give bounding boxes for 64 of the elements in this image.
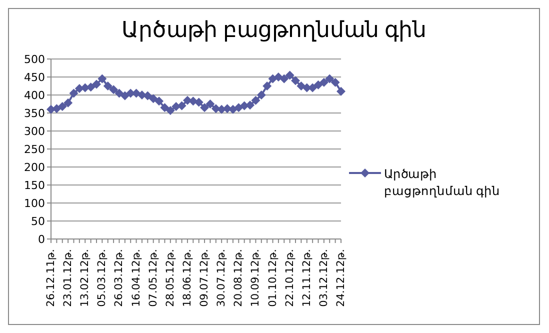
point — [291, 76, 300, 86]
point — [325, 74, 334, 84]
x-tick-label: 26.03.12թ. — [113, 249, 126, 307]
point — [314, 80, 323, 90]
x-tick-label: 13.02.12թ. — [79, 249, 92, 307]
y-tick-label: 100 — [24, 196, 45, 210]
x-tick-label: 05.03.12թ. — [96, 249, 108, 307]
point — [296, 82, 306, 90]
point — [234, 103, 244, 112]
x-tick-label: 01.10.12թ. — [266, 249, 279, 307]
point — [268, 74, 278, 84]
x-tick-label: 24.12.12թ. — [335, 249, 347, 307]
x-tick-label: 22.10.12թ. — [284, 249, 296, 307]
point — [251, 96, 260, 105]
point — [64, 98, 73, 108]
y-tick-label: 350 — [24, 106, 45, 120]
x-tick-label: 18.06.12թ. — [181, 249, 194, 307]
x-tick-label: 12.11.12թ. — [300, 249, 313, 307]
legend-label: Արծաթի բացթողնման գին — [384, 166, 501, 200]
x-tick-label: 30.07.12թ. — [216, 249, 228, 307]
chart-title: Արծաթի բացթողնման գին — [120, 16, 428, 44]
point — [69, 88, 78, 98]
x-tick-label: 28.05.12թ. — [164, 249, 176, 307]
point — [148, 94, 158, 104]
x-tick-label: 16.04.12թ. — [130, 249, 142, 307]
y-tick-label: 200 — [24, 160, 45, 174]
point — [256, 90, 266, 100]
point — [319, 78, 328, 87]
point — [120, 91, 130, 100]
x-tick-label: 10.09.12թ. — [250, 249, 262, 307]
y-tick-label: 0 — [38, 232, 45, 246]
x-tick-label: 09.07.12թ. — [198, 249, 211, 307]
point — [58, 102, 67, 112]
point — [194, 98, 204, 107]
point — [109, 85, 118, 94]
point — [206, 100, 215, 108]
y-tick-label: 250 — [24, 142, 45, 156]
point — [160, 103, 170, 112]
point — [98, 74, 107, 84]
y-tick-label: 300 — [24, 124, 45, 138]
y-tick-label: 400 — [24, 88, 45, 102]
y-tick-label: 150 — [24, 178, 45, 192]
x-tick-label: 20.08.12թ. — [232, 249, 245, 307]
point — [166, 106, 175, 115]
x-tick-label: 23.01.12թ. — [62, 249, 74, 307]
point — [46, 104, 56, 114]
point — [330, 78, 340, 87]
point — [274, 72, 283, 82]
point — [262, 82, 272, 90]
point — [280, 74, 289, 84]
point — [200, 103, 210, 112]
point — [285, 70, 294, 80]
point — [103, 82, 112, 90]
point — [92, 80, 101, 89]
point — [246, 100, 255, 110]
y-tick-label: 50 — [31, 214, 45, 228]
point — [336, 86, 346, 96]
x-tick-label: 03.12.12թ. — [318, 249, 330, 307]
x-tick-label: 07.05.12թ. — [147, 249, 160, 307]
point — [154, 96, 164, 106]
point — [114, 88, 124, 98]
y-tick-label: 500 — [24, 52, 45, 66]
y-tick-label: 450 — [24, 70, 45, 84]
x-tick-label: 26.12.11թ. — [45, 249, 57, 307]
